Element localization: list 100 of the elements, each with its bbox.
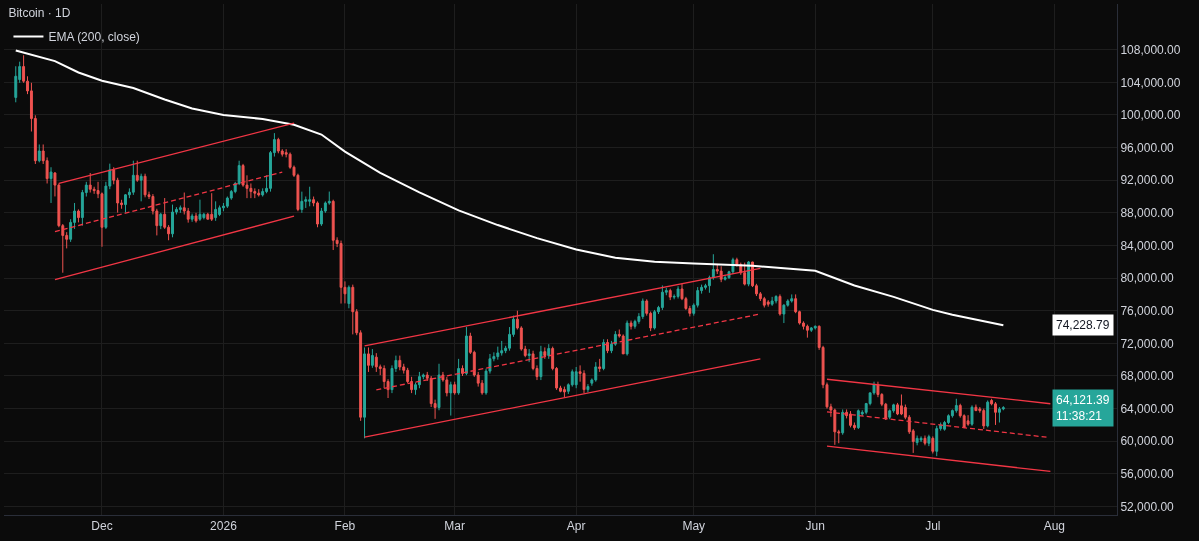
y-tick-label: 68,000.00 xyxy=(1120,369,1175,384)
candlestick xyxy=(367,346,370,373)
candlestick xyxy=(833,408,837,446)
candlestick xyxy=(805,324,809,339)
candlestick xyxy=(543,346,547,360)
candlestick xyxy=(190,213,194,223)
candlestick xyxy=(457,358,461,396)
candlestick xyxy=(970,404,974,427)
candlestick xyxy=(135,160,139,183)
y-tick-label: 60,000.00 xyxy=(1120,434,1175,449)
candlestick xyxy=(778,293,782,317)
candlestick xyxy=(276,137,280,154)
y-tick-label: 80,000.00 xyxy=(1120,271,1175,286)
candlestick xyxy=(574,366,578,389)
candlestick xyxy=(374,352,378,373)
candlestick xyxy=(986,399,990,428)
candlestick xyxy=(923,435,927,446)
candlestick xyxy=(598,358,602,373)
y-tick-label: 72,000.00 xyxy=(1120,336,1175,351)
x-tick-label: 2026 xyxy=(210,519,238,534)
candlestick xyxy=(171,204,174,238)
candlestick xyxy=(653,309,657,330)
candlestick xyxy=(527,348,531,363)
candlestick xyxy=(919,435,923,443)
candlestick xyxy=(790,293,794,304)
candlestick xyxy=(621,333,625,355)
x-tick-label: May xyxy=(682,519,706,534)
y-tick-label: 56,000.00 xyxy=(1120,467,1175,482)
candlestick xyxy=(237,160,241,186)
candlestick xyxy=(308,186,312,207)
y-tick-label: 88,000.00 xyxy=(1120,206,1175,221)
x-tick-label: Jun xyxy=(805,519,825,534)
candlestick xyxy=(676,285,680,299)
candlestick xyxy=(88,172,92,194)
candlestick xyxy=(331,199,335,251)
candlestick xyxy=(49,166,53,204)
candlestick xyxy=(974,404,978,412)
candlestick xyxy=(899,393,903,416)
candlestick xyxy=(347,284,351,309)
candlestick xyxy=(351,284,355,335)
candlestick xyxy=(370,348,374,369)
x-tick-label: Feb xyxy=(334,519,356,534)
y-tick-label: 108,000.00 xyxy=(1120,42,1181,57)
candlestick xyxy=(660,284,664,311)
candlestick xyxy=(194,212,198,224)
candlestick xyxy=(210,192,214,222)
line-series xyxy=(14,49,1005,327)
y-tick-label: 92,000.00 xyxy=(1120,173,1175,188)
candlestick xyxy=(849,410,852,428)
candlestick xyxy=(449,381,453,417)
candlestick xyxy=(723,274,727,282)
candlestick xyxy=(625,320,629,357)
candlestick xyxy=(198,199,202,222)
annotation: 64,121.39 11:38:21 xyxy=(1056,393,1110,423)
candlestick xyxy=(562,386,566,398)
y-tick-label: 104,000.00 xyxy=(1120,75,1181,90)
y-tick-label: 52,000.00 xyxy=(1120,499,1175,514)
candlestick xyxy=(218,205,222,217)
candlestick xyxy=(935,425,939,457)
candlestick xyxy=(602,338,606,371)
candlestick xyxy=(257,188,261,198)
y-tick-label: 84,000.00 xyxy=(1120,238,1175,253)
y-tick-label: 64,000.00 xyxy=(1120,401,1175,416)
candlestick xyxy=(782,303,786,324)
candlestick xyxy=(131,160,135,196)
candlestick xyxy=(143,173,147,198)
candlestick xyxy=(594,361,598,383)
candlestick xyxy=(629,320,633,330)
chart-title: Bitcoin · 1D xyxy=(8,5,71,20)
candlestick xyxy=(954,398,958,414)
candlestick xyxy=(668,288,672,301)
candlestick xyxy=(37,143,41,163)
candlestick xyxy=(841,408,845,436)
candlestick xyxy=(856,408,860,430)
candlestick xyxy=(461,364,464,377)
candlestick xyxy=(813,324,817,330)
candlestick xyxy=(927,434,931,447)
candlestick xyxy=(641,297,645,320)
y-tick-label: 100,000.00 xyxy=(1120,108,1181,123)
candlestick xyxy=(982,408,986,430)
candlestick xyxy=(915,435,919,446)
candlestick xyxy=(14,65,18,103)
x-tick-label: Dec xyxy=(91,519,113,534)
candlestick xyxy=(214,200,218,222)
candlestick xyxy=(464,326,468,376)
candlestick xyxy=(547,343,551,360)
candlestick xyxy=(178,205,182,214)
candlestick xyxy=(711,253,715,281)
candlestick xyxy=(500,340,504,357)
candlestick xyxy=(743,262,747,286)
candlestick xyxy=(888,408,892,420)
candlestick xyxy=(398,355,402,371)
y-tick-label: 76,000.00 xyxy=(1120,303,1175,318)
annotation: 74,228.79 xyxy=(1056,318,1110,332)
candlestick xyxy=(766,299,770,308)
x-tick-label: Jul xyxy=(925,519,941,534)
candlestick xyxy=(966,414,970,427)
x-tick-label: Apr xyxy=(566,519,586,534)
candlestick xyxy=(997,406,1001,423)
candlestick xyxy=(339,240,343,305)
